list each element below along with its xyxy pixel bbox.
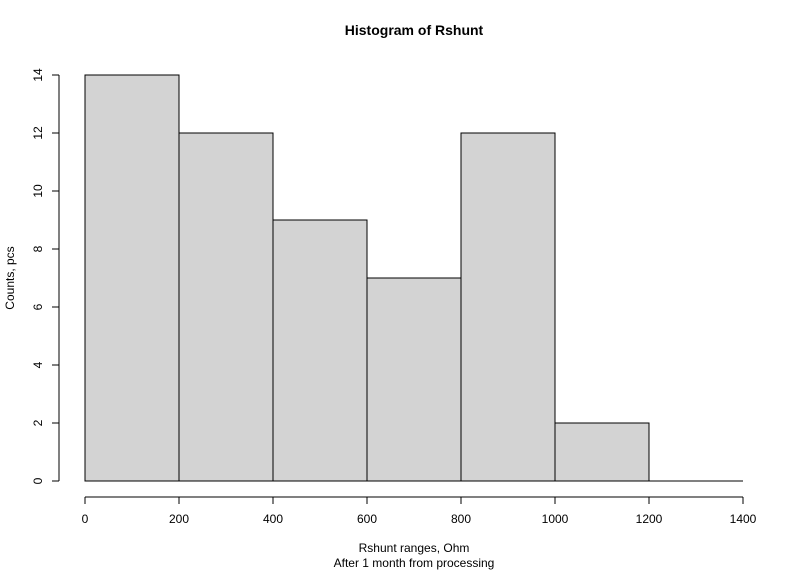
bar-400-600 xyxy=(272,219,368,482)
x-tick-label: 1400 xyxy=(730,512,757,526)
x-tick-label: 800 xyxy=(451,512,471,526)
chart-title: Histogram of Rshunt xyxy=(345,22,484,38)
x-tick-label: 1000 xyxy=(542,512,569,526)
y-tick-label: 6 xyxy=(31,303,45,310)
y-tick-label: 10 xyxy=(31,184,45,198)
bar-1000-1200 xyxy=(554,422,650,482)
y-tick-label: 2 xyxy=(31,419,45,426)
y-axis: 0 2 4 6 8 10 12 14 xyxy=(31,68,60,484)
x-tick-label: 200 xyxy=(169,512,189,526)
x-tick-label: 600 xyxy=(357,512,377,526)
y-tick-label: 14 xyxy=(31,68,45,82)
bars-group xyxy=(84,74,743,482)
x-tick-label: 1200 xyxy=(636,512,663,526)
x-tick-label: 400 xyxy=(263,512,283,526)
x-axis-label: Rshunt ranges, Ohm xyxy=(359,541,470,555)
y-tick-label: 4 xyxy=(31,361,45,368)
bar-800-1000 xyxy=(460,132,556,482)
y-tick-label: 8 xyxy=(31,245,45,252)
chart-subtitle: After 1 month from processing xyxy=(334,556,495,570)
bar-0-200 xyxy=(84,74,180,482)
y-tick-label: 0 xyxy=(31,477,45,484)
y-tick-label: 12 xyxy=(31,126,45,140)
y-axis-label: Counts, pcs xyxy=(3,246,17,309)
x-tick-label: 0 xyxy=(82,512,89,526)
bar-600-800 xyxy=(366,277,462,482)
x-axis: 0 200 400 600 800 1000 1200 1400 xyxy=(82,496,757,526)
bar-200-400 xyxy=(178,132,274,482)
